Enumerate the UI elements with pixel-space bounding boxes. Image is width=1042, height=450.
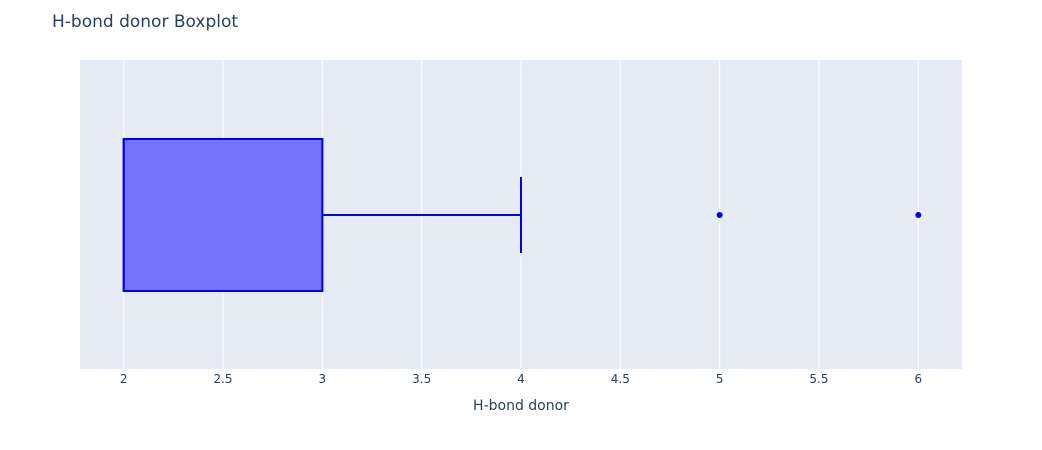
x-tick-label: 2 [120, 372, 128, 386]
x-axis-title: H-bond donor [473, 398, 569, 414]
x-tick-label: 3.5 [412, 372, 431, 386]
x-tick-label: 2.5 [213, 372, 232, 386]
x-tick-label: 5.5 [809, 372, 828, 386]
chart-title: H-bond donor Boxplot [52, 12, 239, 32]
outlier-point [716, 212, 723, 218]
x-tick-label: 4.5 [611, 372, 630, 386]
outlier-point [915, 212, 922, 218]
x-tick-label: 3 [319, 372, 327, 386]
x-tick-label: 6 [914, 372, 922, 386]
x-tick-labels: 2 2.5 3 3.5 4 4.5 5 5.5 6 [120, 372, 922, 386]
x-tick-label: 4 [517, 372, 525, 386]
box-iqr [122, 138, 324, 292]
x-tick-label: 5 [716, 372, 724, 386]
box-layer [122, 138, 922, 292]
